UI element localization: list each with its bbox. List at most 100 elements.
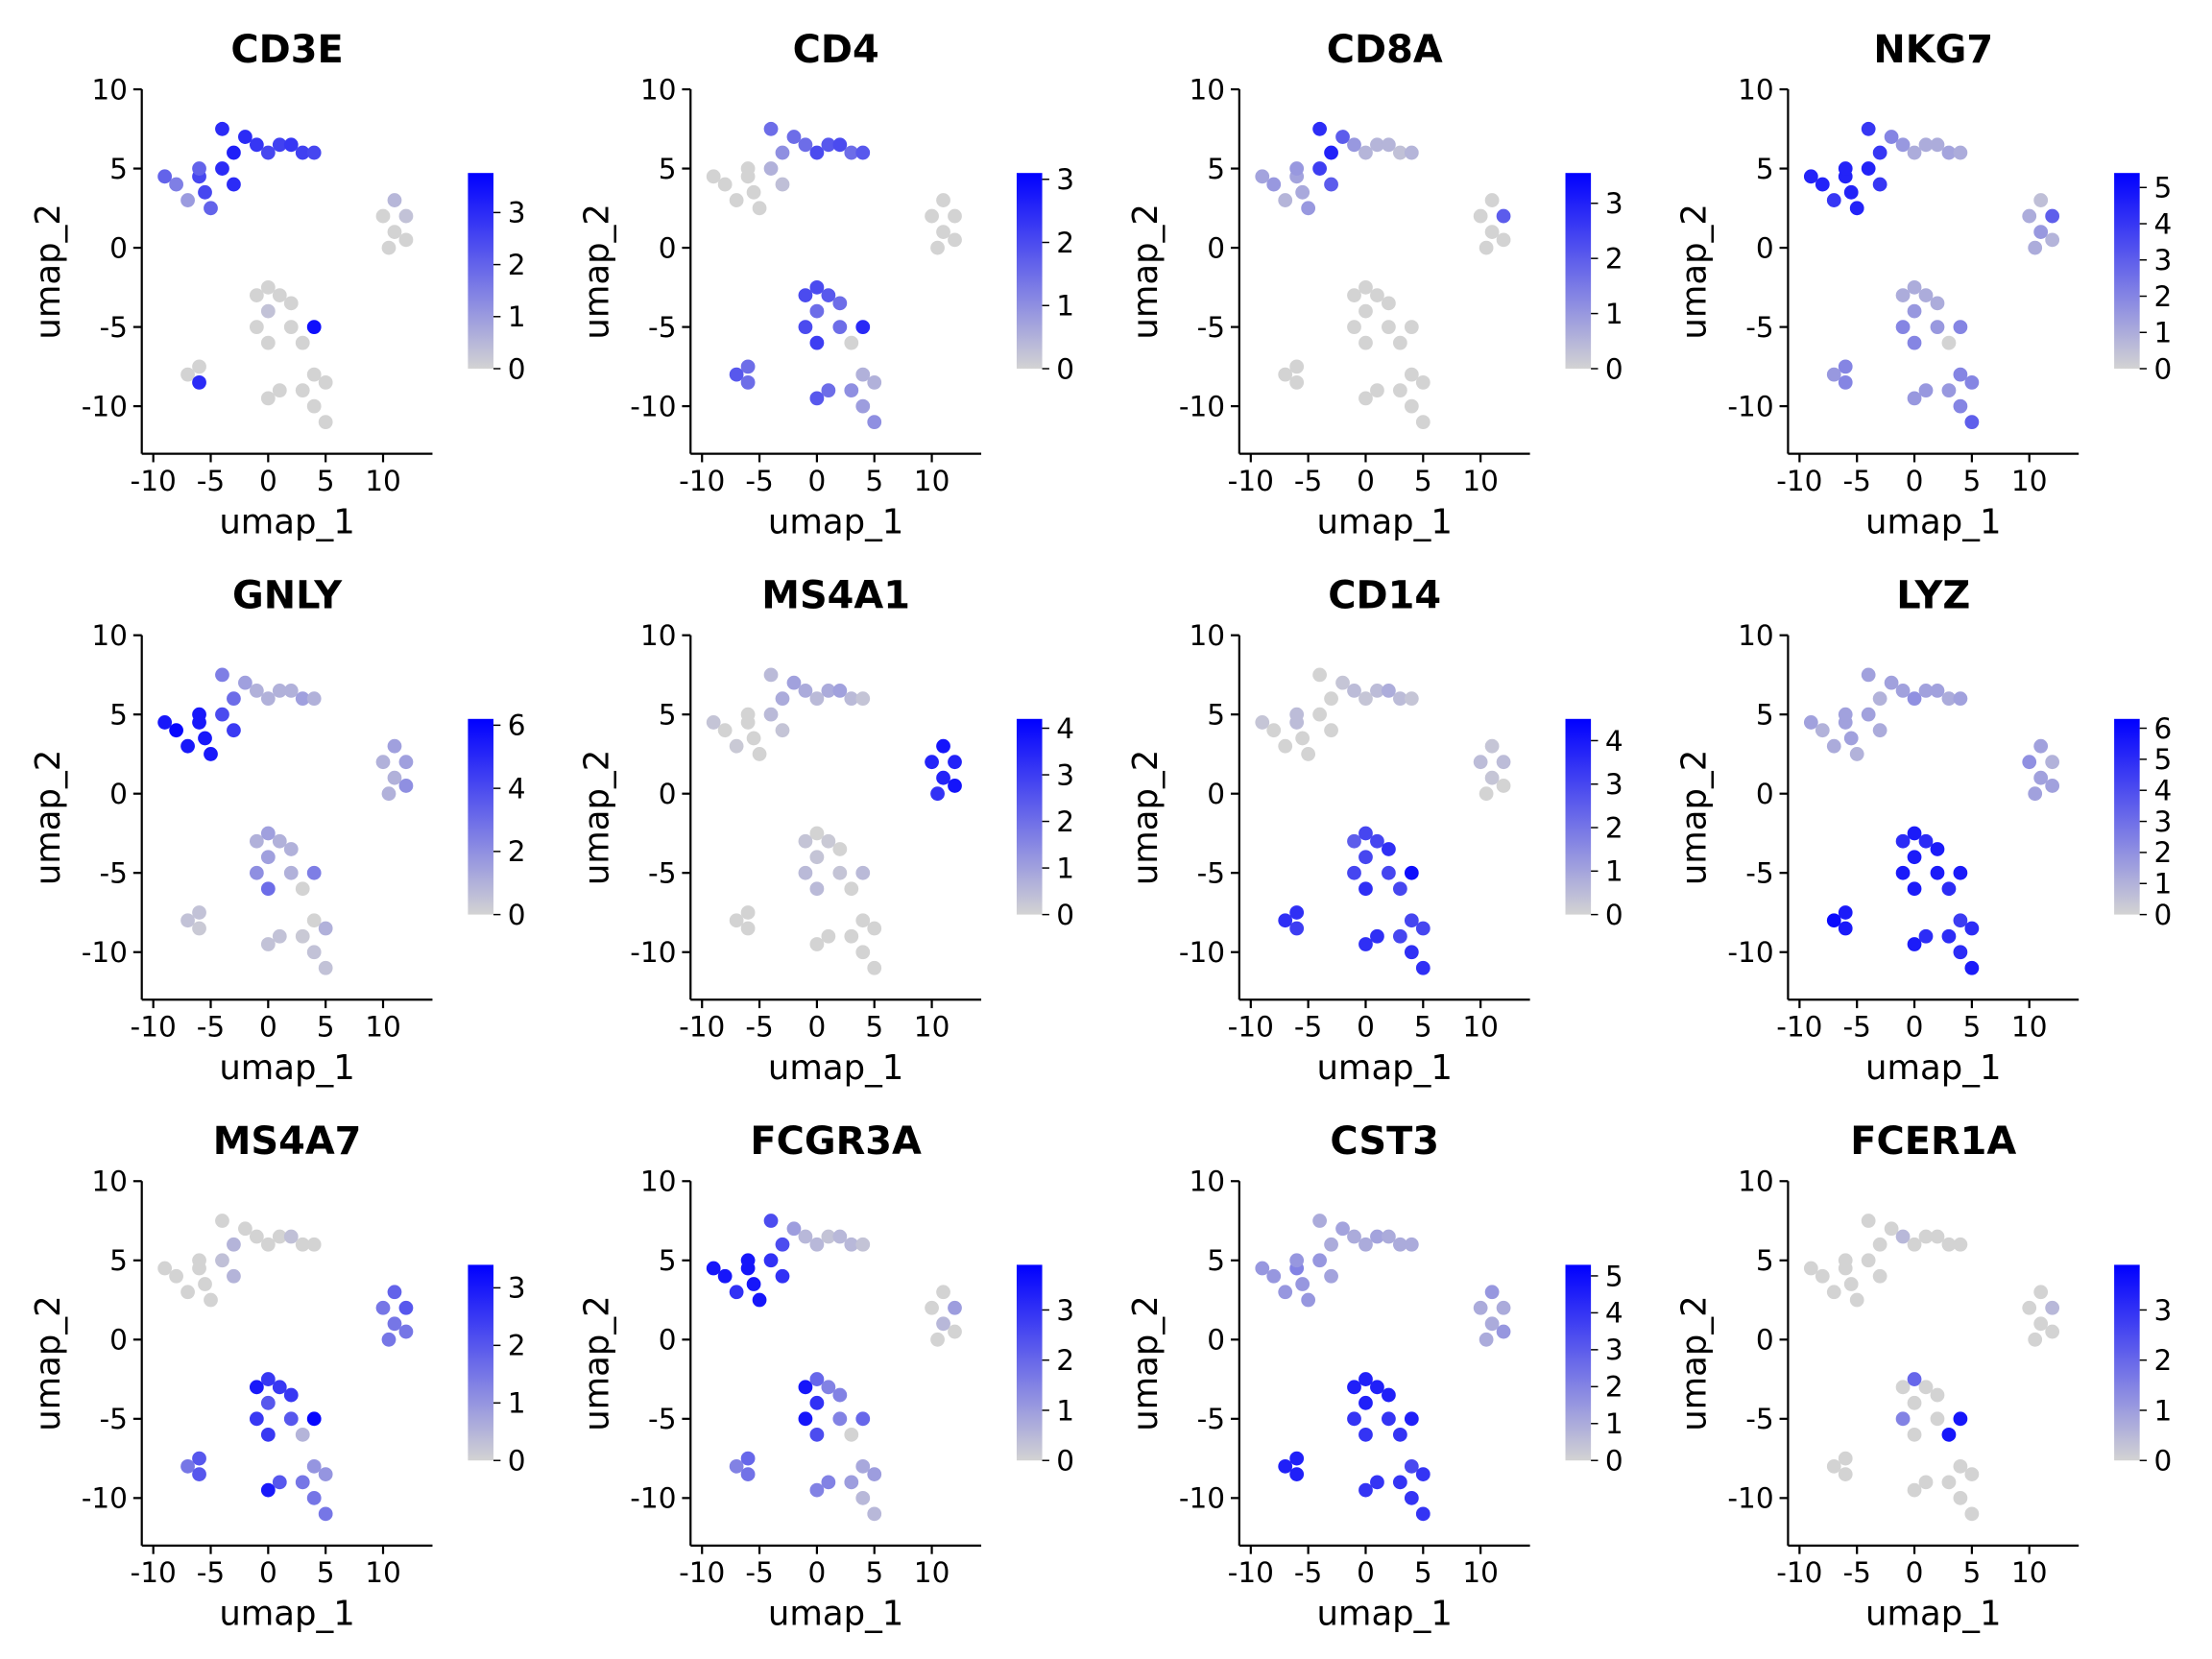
colorbar-tick-label: 1 [1605, 855, 1623, 888]
cell-point [1358, 1237, 1373, 1252]
x-tick-label: 5 [1962, 1011, 1981, 1044]
cell-point [260, 1482, 276, 1498]
cell-point [821, 684, 836, 698]
colorbar-tick-label: 2 [1056, 227, 1074, 259]
colorbar-tick-label: 0 [1056, 899, 1074, 931]
cell-point [1930, 137, 1945, 153]
cell-point [1907, 1482, 1922, 1498]
cell-point [1347, 1380, 1361, 1395]
x-tick-label: 10 [1462, 1011, 1499, 1044]
cell-point [260, 691, 276, 707]
cell-point [1415, 1506, 1431, 1522]
x-tick-label: 10 [914, 465, 950, 497]
cell-point [1404, 1237, 1419, 1252]
cell-point [821, 928, 836, 944]
x-tick-label: 5 [865, 1556, 883, 1589]
x-axis-label: umap_1 [219, 502, 354, 541]
y-tick-label: -5 [1197, 1403, 1225, 1435]
cell-point [1324, 1268, 1338, 1284]
cell-point [1930, 296, 1945, 311]
cell-point [1953, 320, 1968, 334]
cell-point [295, 145, 310, 160]
colorbar-tick-label: 0 [1605, 352, 1623, 385]
cell-point [283, 1411, 299, 1427]
cell-point [1907, 335, 1922, 350]
cell-point [775, 177, 790, 192]
cell-point [227, 177, 241, 192]
cell-point [1826, 367, 1841, 382]
cell-point [832, 1229, 848, 1244]
cell-point [1838, 1451, 1853, 1466]
cell-point [1358, 1372, 1373, 1386]
cell-point [1358, 1395, 1373, 1410]
colorbar-tick-label: 3 [2153, 1294, 2172, 1327]
cell-point [2022, 208, 2037, 224]
y-axis-label: umap_2 [29, 204, 68, 339]
cell-point [1335, 1221, 1350, 1237]
cell-point [1358, 850, 1373, 865]
cell-point [1358, 145, 1373, 160]
cell-point [260, 335, 276, 350]
cell-point [798, 1229, 813, 1244]
x-tick-label: -5 [1294, 465, 1322, 497]
colorbar-tick-label: 5 [1605, 1260, 1623, 1292]
y-tick-label: -10 [630, 936, 676, 969]
cell-point [1838, 707, 1853, 722]
cell-point [215, 121, 229, 136]
cell-point [1484, 193, 1500, 207]
cell-point [844, 383, 859, 397]
x-tick-label: 10 [365, 465, 401, 497]
cell-point [740, 707, 756, 722]
y-axis-label: umap_2 [578, 750, 617, 885]
cell-point [272, 288, 287, 302]
cell-point [1826, 1458, 1841, 1474]
cell-point [1404, 367, 1419, 382]
x-tick-label: 0 [1357, 1556, 1375, 1589]
x-tick-label: -10 [131, 465, 177, 497]
cell-point [260, 850, 276, 865]
colorbar-tick-label: 6 [508, 709, 526, 742]
colorbar [1016, 173, 1043, 369]
cell-point [821, 137, 836, 153]
cell-point [1872, 1237, 1887, 1252]
colorbar-tick-label: 2 [1605, 243, 1623, 276]
cell-point [809, 881, 825, 897]
y-tick-label: -5 [99, 311, 127, 344]
cell-point [763, 1253, 779, 1268]
cell-point [821, 1229, 836, 1244]
y-tick-label: -10 [1727, 936, 1773, 969]
panel-title: FCGR3A [750, 1119, 922, 1164]
cell-point [809, 826, 825, 841]
cell-point [192, 905, 206, 920]
cell-point [2045, 779, 2060, 793]
cell-point [398, 755, 414, 770]
cell-point [1918, 928, 1934, 944]
cell-point [1266, 177, 1282, 192]
cell-point [1964, 1506, 1980, 1522]
cell-point [775, 145, 790, 160]
cell-point [1907, 1427, 1922, 1442]
cell-point [832, 1411, 848, 1427]
cell-point [198, 184, 212, 200]
x-tick-label: 10 [2011, 1011, 2048, 1044]
cell-point [1382, 1411, 1396, 1427]
colorbar-tick-label: 3 [2153, 805, 2172, 838]
cell-point [249, 320, 264, 334]
cell-point [2033, 770, 2049, 785]
cell-point [855, 1490, 871, 1505]
cell-point [855, 398, 871, 414]
cell-point [1347, 833, 1361, 849]
cell-point [1404, 320, 1419, 334]
y-tick-label: -10 [1727, 1482, 1773, 1515]
cell-point [1941, 1237, 1957, 1252]
cell-point [387, 770, 402, 785]
cell-point [1872, 145, 1887, 160]
cell-point [729, 1285, 744, 1300]
x-tick-label: -5 [197, 1556, 225, 1589]
y-tick-label: -5 [99, 857, 127, 890]
cell-point [227, 723, 241, 738]
y-tick-label: 0 [659, 1324, 677, 1357]
cell-point [936, 225, 950, 239]
cell-point [192, 374, 206, 390]
